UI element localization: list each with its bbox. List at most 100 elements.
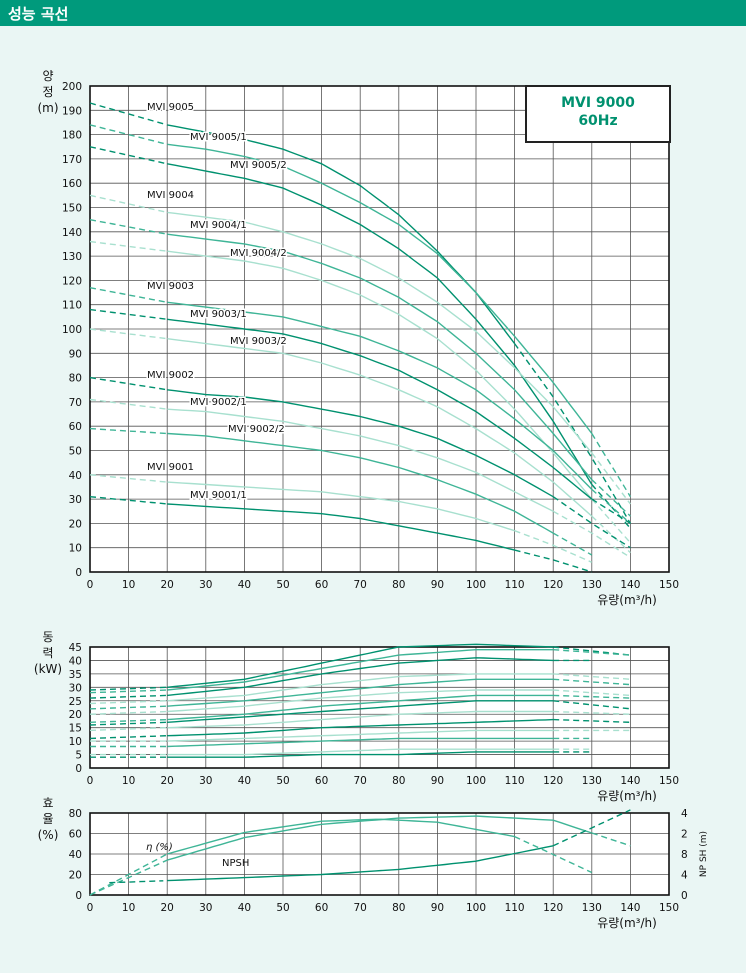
power-series-line	[167, 748, 554, 756]
head-series-line	[89, 376, 168, 391]
power-series-line	[167, 643, 554, 688]
power-series-line	[167, 737, 554, 748]
power-series-line	[167, 718, 554, 737]
efficiency-x-tick: 90	[431, 902, 444, 914]
efficiency-series-line	[167, 845, 554, 882]
head-y-tick: 190	[62, 105, 82, 117]
power-y-tick: 30	[69, 682, 82, 694]
power-series-line	[89, 735, 168, 740]
efficiency-y2-tick: 0	[681, 890, 688, 902]
head-series-line	[89, 308, 168, 320]
curve-label: MVI 9005/1	[190, 132, 247, 143]
head-series-line	[167, 211, 593, 454]
head-series-line	[552, 496, 631, 549]
head-y-tick: 180	[62, 130, 82, 142]
head-y-tick: 120	[62, 275, 82, 287]
efficiency-y-label: 율	[42, 812, 53, 826]
head-y-tick: 170	[62, 154, 82, 166]
head-series-line	[89, 287, 168, 303]
head-series-line	[591, 515, 631, 554]
head-series-line	[514, 530, 593, 563]
head-x-tick: 80	[392, 579, 405, 591]
head-series-line	[167, 250, 593, 500]
head-x-tick: 110	[505, 579, 525, 591]
head-x-label: 유량(m³/h)	[597, 593, 657, 607]
power-y-tick: 20	[69, 709, 82, 721]
efficiency-x-tick: 140	[620, 902, 640, 914]
head-series-line	[167, 338, 593, 517]
power-x-tick: 0	[87, 775, 94, 787]
power-x-tick: 70	[354, 775, 367, 787]
efficiency-x-tick: 50	[276, 902, 289, 914]
head-series-line	[591, 488, 631, 524]
power-series-line	[167, 729, 554, 742]
efficiency-y2-tick: 4	[681, 870, 688, 882]
curve-label: MVI 9001/1	[190, 490, 247, 501]
power-x-tick: 10	[122, 775, 135, 787]
head-x-tick: 20	[161, 579, 174, 591]
head-y-tick: 80	[69, 373, 82, 385]
power-series-line	[553, 649, 631, 656]
head-series-line	[167, 408, 554, 512]
head-series-line	[89, 474, 168, 483]
power-series-line	[167, 710, 554, 729]
head-y-label: 양	[42, 69, 53, 83]
head-y-tick: 60	[69, 421, 82, 433]
efficiency-y-tick: 0	[75, 890, 82, 902]
head-x-tick: 0	[87, 579, 94, 591]
curve-label: MVI 9005	[147, 102, 194, 113]
efficiency-series-line	[591, 832, 631, 847]
power-x-tick: 80	[392, 775, 405, 787]
power-series-line	[89, 718, 168, 723]
power-x-tick: 30	[199, 775, 212, 787]
efficiency-x-label: 유량(m³/h)	[597, 916, 657, 930]
head-series-line	[514, 343, 632, 524]
power-series-line	[89, 686, 168, 691]
efficiency-y-tick: 40	[69, 849, 82, 861]
head-series-line	[167, 124, 516, 345]
efficiency-x-tick: 80	[392, 902, 405, 914]
power-series-line	[167, 673, 554, 702]
head-y-tick: 90	[69, 348, 82, 360]
efficiency-series-line	[167, 818, 515, 855]
head-x-tick: 50	[276, 579, 289, 591]
efficiency-y2-tick: 2	[681, 829, 688, 841]
efficiency-series-line	[109, 880, 164, 884]
curve-label: MVI 9004/2	[230, 248, 287, 259]
head-x-tick: 70	[354, 579, 367, 591]
head-series-line	[591, 498, 631, 524]
head-y-tick: 30	[69, 494, 82, 506]
power-series-line	[553, 694, 631, 699]
head-series-line	[167, 432, 554, 534]
power-x-tick: 140	[620, 775, 640, 787]
power-series-line	[89, 721, 168, 726]
power-series-line	[167, 657, 554, 697]
head-x-tick: 130	[582, 579, 602, 591]
efficiency-y-label: (%)	[38, 828, 59, 842]
head-y-tick: 130	[62, 251, 82, 263]
curve-label: MVI 9004	[147, 190, 194, 201]
head-series-line	[89, 328, 168, 340]
head-y-tick: 50	[69, 446, 82, 458]
efficiency-series-line	[552, 809, 631, 847]
efficiency-x-tick: 150	[659, 902, 679, 914]
head-series-line	[167, 481, 515, 532]
efficiency-x-tick: 0	[87, 902, 94, 914]
head-x-tick: 40	[238, 579, 251, 591]
power-series-line	[553, 700, 631, 710]
head-series-line	[167, 389, 554, 498]
power-y-label: (kW)	[34, 662, 62, 676]
power-series-line	[553, 718, 631, 723]
efficiency-x-tick: 30	[199, 902, 212, 914]
head-y-tick: 150	[62, 203, 82, 215]
power-x-tick: 20	[161, 775, 174, 787]
head-series-line	[591, 433, 631, 498]
efficiency-x-tick: 110	[505, 902, 525, 914]
head-series-line	[89, 124, 168, 145]
head-series-line	[89, 240, 168, 252]
head-series-line	[167, 143, 593, 434]
efficiency-y2-tick: 8	[681, 849, 688, 861]
head-x-tick: 100	[466, 579, 486, 591]
power-series-line	[89, 694, 168, 699]
